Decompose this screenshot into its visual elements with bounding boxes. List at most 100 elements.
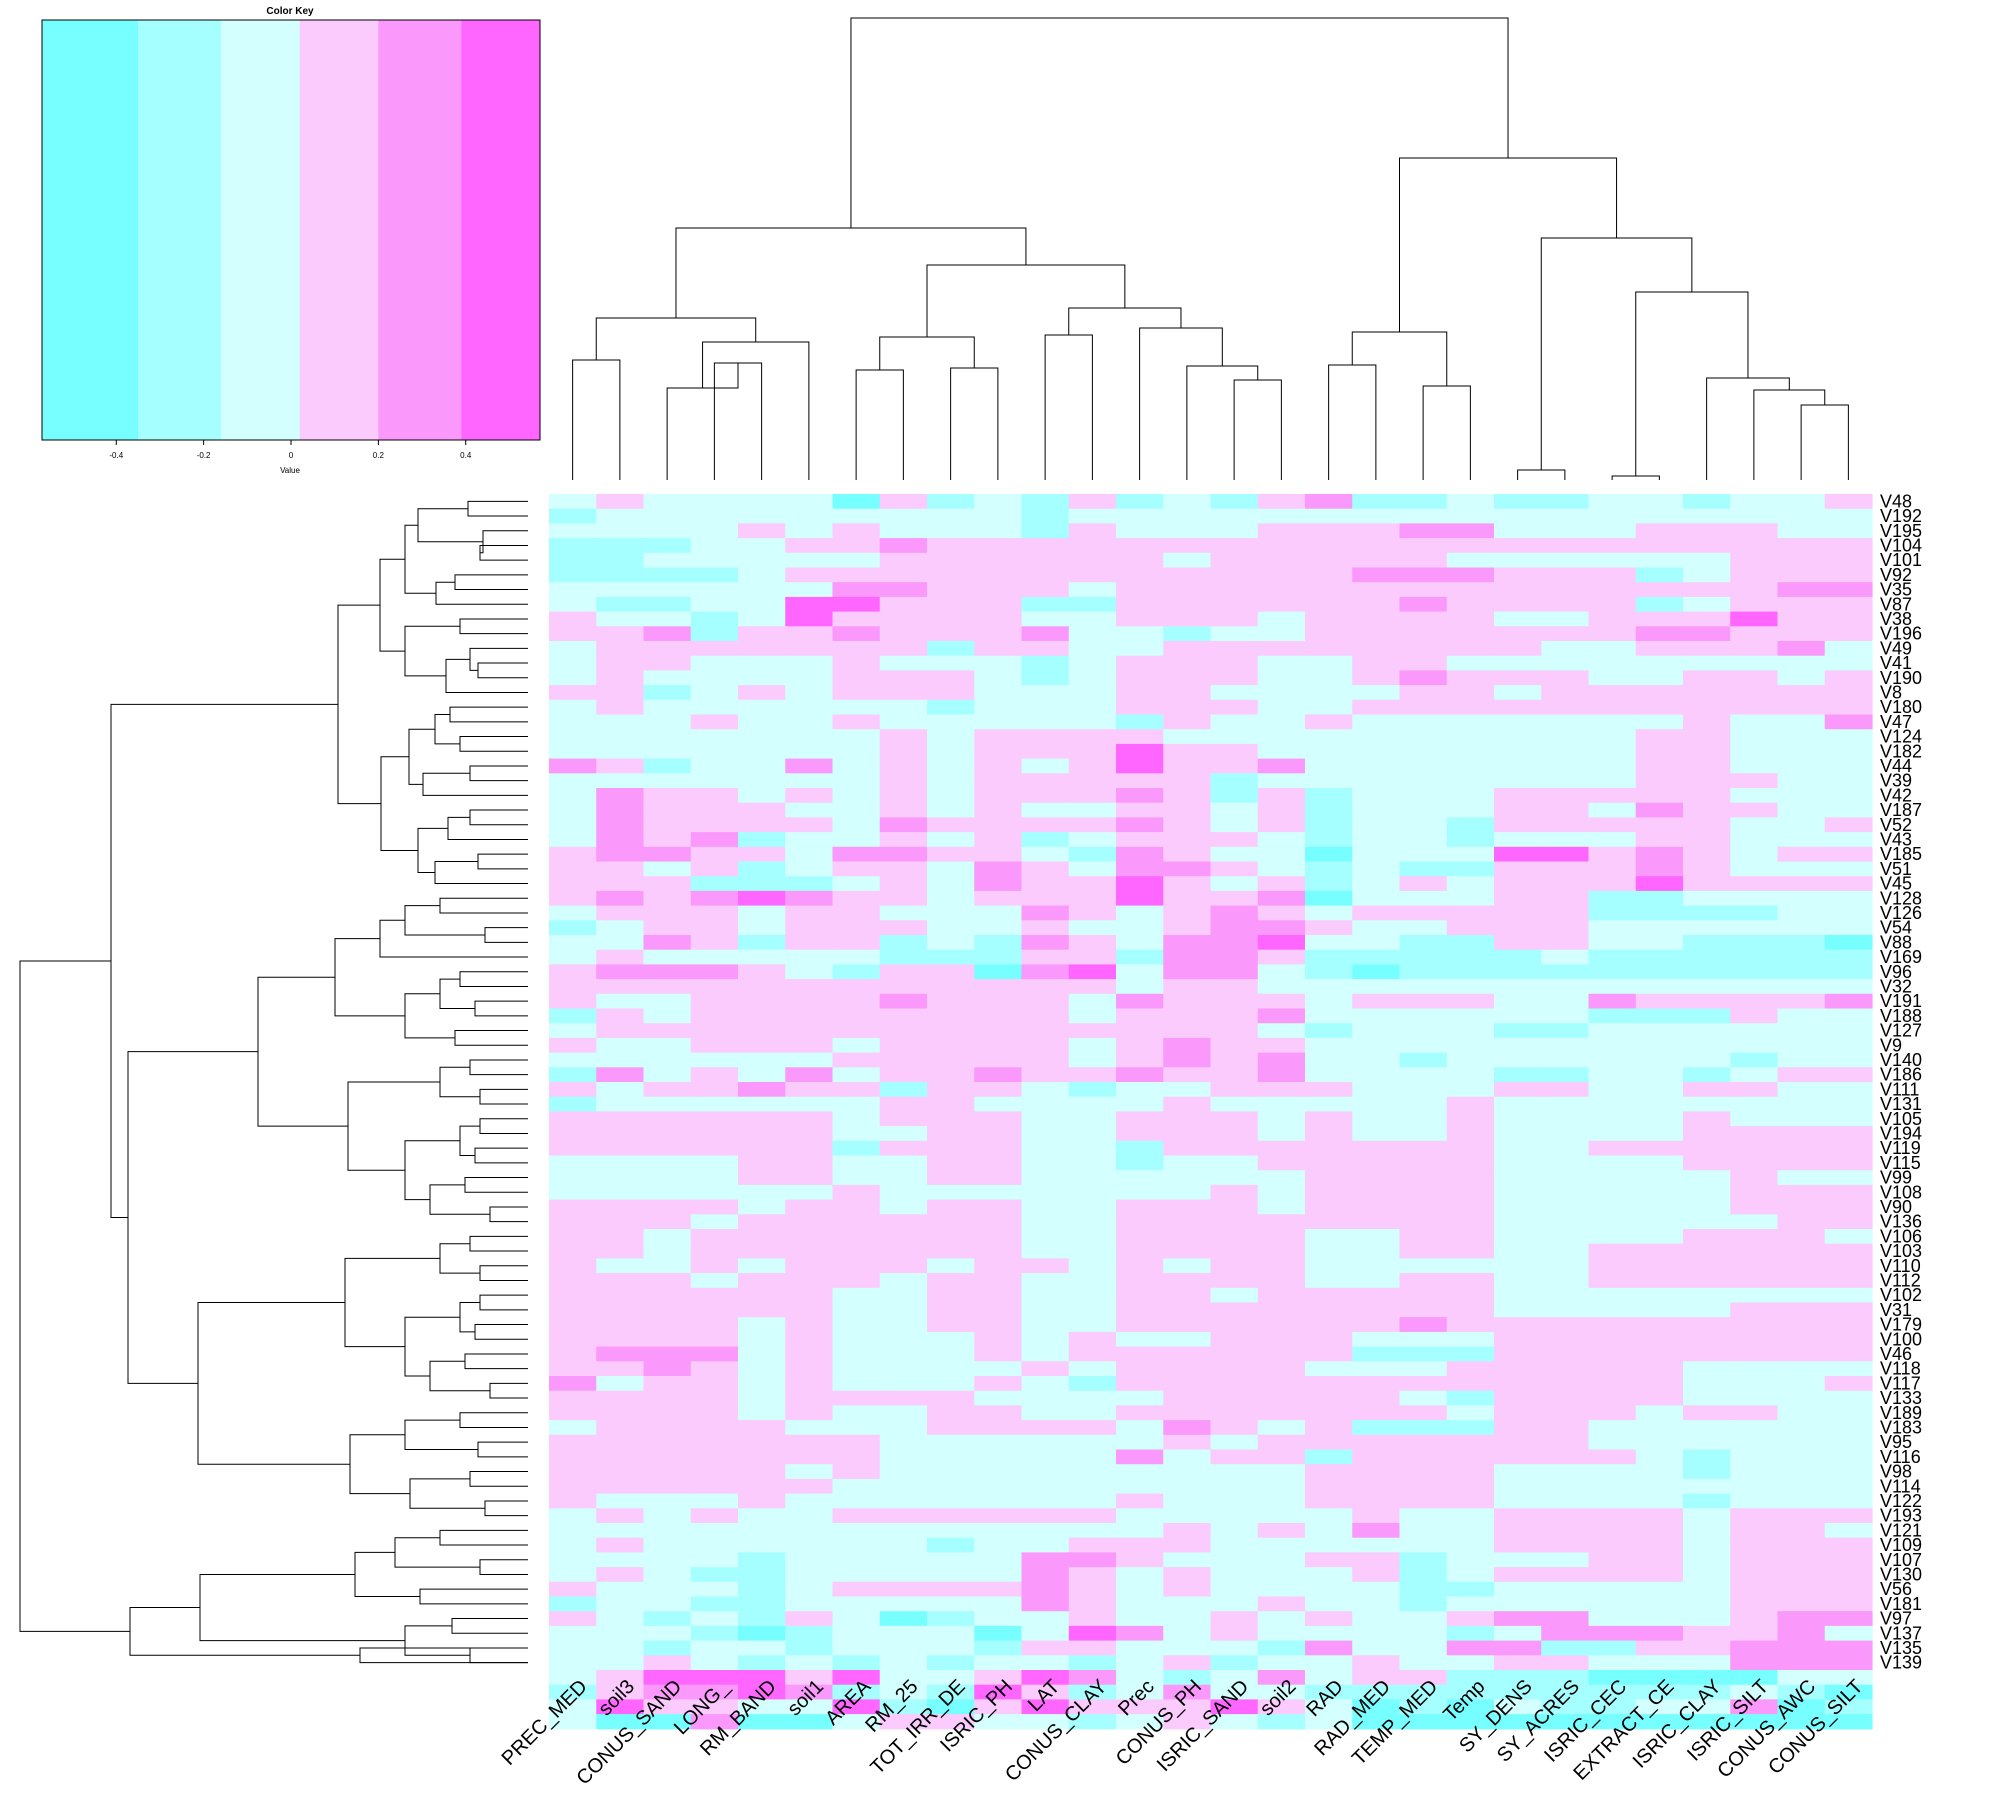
heatmap-cell bbox=[1163, 890, 1212, 907]
dendrogram-branch bbox=[474, 1000, 528, 1017]
heatmap-cell bbox=[549, 1714, 597, 1730]
heatmap-cell bbox=[832, 494, 881, 510]
heatmap-cell bbox=[1163, 788, 1212, 804]
heatmap-cell bbox=[1399, 949, 1448, 965]
heatmap-cell bbox=[974, 1023, 1023, 1039]
heatmap-cell bbox=[1588, 670, 1637, 686]
heatmap-cell bbox=[1352, 1552, 1401, 1568]
heatmap-cell bbox=[1683, 1346, 1731, 1362]
heatmap-cell bbox=[1257, 685, 1306, 701]
heatmap-cell bbox=[879, 993, 928, 1010]
heatmap-cell bbox=[879, 905, 928, 921]
heatmap-cell bbox=[1541, 890, 1590, 907]
heatmap-cell bbox=[1210, 1273, 1259, 1289]
heatmap-cell bbox=[1730, 567, 1779, 583]
heatmap-cell bbox=[1116, 1361, 1164, 1377]
heatmap-cell bbox=[1824, 832, 1873, 848]
heatmap-cell bbox=[1021, 1302, 1070, 1318]
heatmap-cell bbox=[1683, 714, 1731, 730]
dendrogram-branch bbox=[394, 1537, 480, 1568]
heatmap-cell bbox=[1210, 582, 1259, 598]
heatmap-cell bbox=[879, 582, 928, 598]
heatmap-cell bbox=[596, 714, 645, 730]
row-label: V116 bbox=[1880, 1447, 1921, 1467]
heatmap-cell bbox=[1068, 1155, 1117, 1171]
heatmap-cell bbox=[690, 979, 739, 995]
heatmap-cell bbox=[1824, 1023, 1873, 1039]
heatmap-cell bbox=[1068, 1096, 1117, 1112]
heatmap-cell bbox=[1777, 1537, 1826, 1553]
color-key-title: Color Key bbox=[266, 6, 314, 17]
heatmap-cell bbox=[1257, 567, 1306, 583]
heatmap-cell bbox=[1068, 714, 1117, 730]
heatmap-cell bbox=[1635, 743, 1684, 760]
heatmap-cell bbox=[1824, 1552, 1873, 1568]
heatmap-cell bbox=[1116, 552, 1164, 569]
heatmap-cell bbox=[690, 1067, 739, 1083]
heatmap-cell bbox=[1494, 861, 1542, 877]
heatmap-cell bbox=[690, 802, 739, 818]
heatmap-cell bbox=[596, 523, 645, 539]
heatmap-cell bbox=[738, 1625, 786, 1642]
heatmap-cell bbox=[832, 949, 881, 965]
heatmap-cell bbox=[1210, 890, 1259, 907]
heatmap-cell bbox=[974, 729, 1023, 745]
heatmap-cell bbox=[1541, 1317, 1590, 1333]
heatmap-cell bbox=[1683, 1596, 1731, 1612]
heatmap-cell bbox=[1635, 773, 1684, 789]
heatmap-cell bbox=[1683, 1434, 1731, 1451]
heatmap-cell bbox=[879, 1478, 928, 1495]
heatmap-cell bbox=[549, 1067, 597, 1083]
heatmap-cell bbox=[1541, 964, 1590, 980]
heatmap-cell bbox=[927, 890, 975, 907]
heatmap-cell bbox=[1163, 1346, 1212, 1362]
heatmap-cell bbox=[1541, 905, 1590, 921]
heatmap-cell bbox=[643, 1714, 692, 1730]
heatmap-cell bbox=[927, 1170, 975, 1186]
heatmap-cell bbox=[1163, 1537, 1212, 1553]
heatmap-cell bbox=[1541, 582, 1590, 598]
heatmap-cell bbox=[1541, 876, 1590, 892]
heatmap-cell bbox=[1116, 1376, 1164, 1392]
dendrogram-branch bbox=[429, 1360, 490, 1392]
heatmap-cell bbox=[1305, 567, 1353, 583]
heatmap-cell bbox=[1021, 523, 1070, 539]
heatmap-cell bbox=[549, 1258, 597, 1274]
row-label: V35 bbox=[1880, 580, 1912, 600]
heatmap-cell bbox=[690, 1317, 739, 1333]
heatmap-cell bbox=[879, 1214, 928, 1230]
heatmap-cell bbox=[1305, 935, 1353, 951]
heatmap-cell bbox=[1305, 1552, 1353, 1568]
heatmap-cell bbox=[1777, 1611, 1826, 1627]
heatmap-cell bbox=[1777, 1376, 1826, 1392]
heatmap-cell bbox=[690, 1508, 739, 1524]
heatmap-cell bbox=[1163, 1493, 1212, 1509]
heatmap-cell bbox=[1446, 1449, 1495, 1465]
heatmap-cell bbox=[1588, 641, 1637, 657]
heatmap-cell bbox=[643, 743, 692, 760]
heatmap-cell bbox=[549, 1699, 597, 1715]
heatmap-cell bbox=[1635, 552, 1684, 569]
heatmap-cell bbox=[927, 567, 975, 583]
heatmap-cell bbox=[690, 1023, 739, 1039]
heatmap-cell bbox=[1541, 714, 1590, 730]
heatmap-cell bbox=[974, 1302, 1023, 1318]
heatmap-cell bbox=[1257, 1008, 1306, 1024]
heatmap-cell bbox=[1824, 1346, 1873, 1362]
heatmap-cell bbox=[1494, 935, 1542, 951]
heatmap-cell bbox=[1777, 979, 1826, 995]
heatmap-cell bbox=[690, 993, 739, 1010]
heatmap-cell bbox=[1021, 1449, 1070, 1465]
dendrogram-branch bbox=[379, 919, 528, 958]
heatmap-cell bbox=[1399, 494, 1448, 510]
heatmap-cell bbox=[549, 1670, 597, 1686]
heatmap-cell bbox=[927, 1302, 975, 1318]
heatmap-cell bbox=[974, 1111, 1023, 1127]
heatmap-cell bbox=[927, 494, 975, 510]
heatmap-cell bbox=[1399, 1111, 1448, 1127]
heatmap-cell bbox=[690, 685, 739, 701]
heatmap-cell bbox=[1541, 538, 1590, 554]
heatmap-cell bbox=[1257, 743, 1306, 760]
heatmap-cell bbox=[879, 508, 928, 524]
heatmap-cell bbox=[1068, 920, 1117, 936]
